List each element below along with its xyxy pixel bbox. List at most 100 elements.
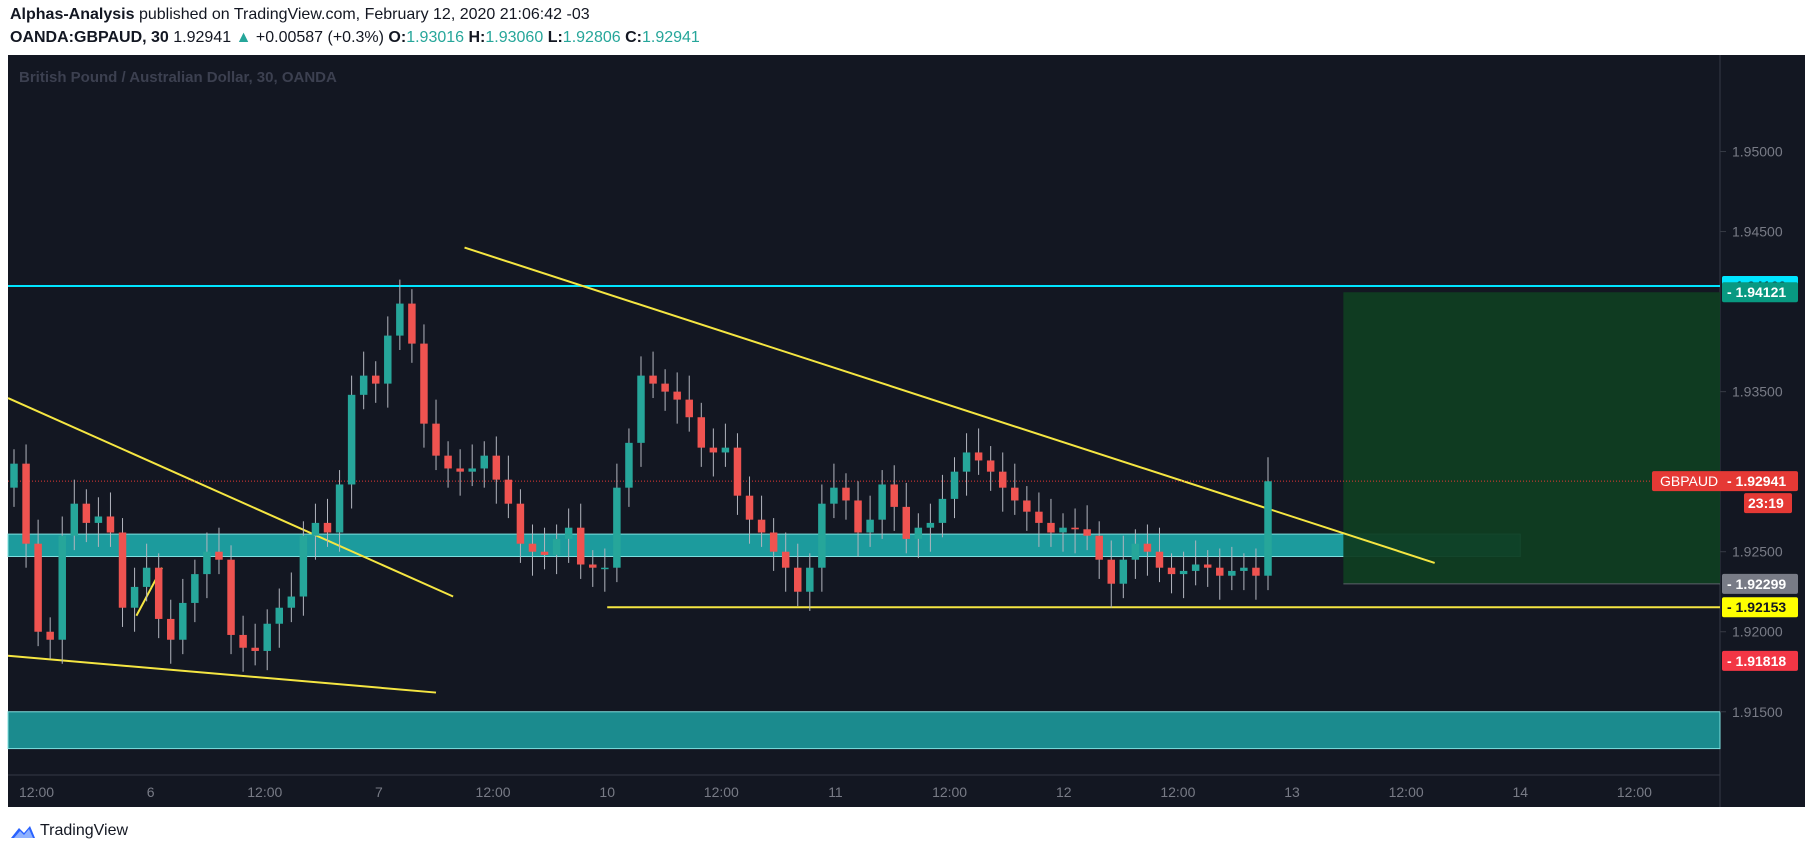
candle-body [420, 343, 428, 424]
candle-body [709, 447, 718, 453]
candle-body [673, 391, 681, 400]
candle-body [649, 375, 657, 384]
time-tick-label: 12:00 [1389, 784, 1424, 800]
candle-body [902, 506, 911, 539]
symbol-info: OANDA:GBPAUD, 30 1.92941 ▲ +0.00587 (+0.… [10, 29, 700, 47]
time-tick-label: 14 [1512, 784, 1528, 800]
candle-body [1119, 559, 1128, 584]
candle-body [1107, 559, 1115, 584]
candle-body [275, 607, 284, 624]
candle-body [1191, 564, 1200, 571]
time-ticks: 12:00 6 12:00 7 12:00 10 12:00 11 12:00 12 12:00 13… [19, 784, 1652, 800]
candle-body [806, 567, 814, 592]
candle-body [769, 532, 778, 552]
candle-body [866, 519, 874, 533]
price-tick-label: 1.93500 [1732, 384, 1783, 400]
candle-body [1143, 543, 1152, 552]
candle-body [359, 375, 368, 395]
candle-body [950, 471, 959, 499]
open-value: 1.93016 [406, 29, 465, 46]
candle-body [227, 559, 235, 635]
candle-body [106, 516, 115, 533]
candle-body [34, 543, 42, 632]
tradingview-logo-icon [11, 826, 35, 838]
close-label: C: [625, 29, 642, 46]
descending-trendline [464, 246, 1435, 564]
author-name[interactable]: Alphas-Analysis [10, 6, 135, 23]
price-change: +0.00587 (+0.3%) [255, 29, 384, 46]
last-price-value: - 1.92941 [1727, 473, 1786, 489]
price-tick-label: 1.91500 [1732, 704, 1783, 720]
candle-body [1023, 500, 1031, 512]
time-tick-label: 11 [828, 784, 843, 800]
price-label-text: - 1.92153 [1727, 599, 1786, 615]
time-tick-label: 7 [375, 784, 383, 800]
candle-body [384, 335, 392, 384]
time-tick-label: 12:00 [19, 784, 54, 800]
candle-body [311, 522, 320, 536]
lines-layer [7, 246, 1720, 694]
candle-body [516, 503, 525, 544]
zone-lower [7, 711, 1721, 750]
candle-body [757, 519, 766, 533]
price-tick-label: 1.95000 [1732, 144, 1783, 160]
candle-body [480, 455, 488, 469]
candle-body [22, 463, 30, 544]
candle-body [94, 516, 103, 523]
price-tick-label: 1.94500 [1732, 224, 1783, 240]
candle-body [745, 495, 754, 520]
high-label: H: [468, 29, 486, 46]
publish-date: published on TradingView.com, February 1… [138, 6, 590, 23]
open-label: O: [388, 29, 407, 46]
candle-body [625, 442, 633, 488]
candle-body [842, 487, 850, 501]
candle-body [878, 484, 886, 520]
candle-body [191, 574, 199, 603]
candle-body [721, 447, 730, 453]
publish-info: Alphas-Analysis published on TradingView… [10, 6, 590, 24]
price-chart[interactable]: British Pound / Australian Dollar, 30, O… [0, 0, 1805, 810]
price-label-entry [1722, 573, 1798, 594]
candle-body [58, 535, 66, 640]
candle-body [323, 522, 332, 533]
candle-body [830, 487, 838, 504]
price-labels: - 1.94160- 1.94121- 1.92299- 1.92153- 1.… [1652, 275, 1798, 671]
candle-body [1047, 522, 1055, 533]
price-tick-label: 1.92000 [1732, 624, 1783, 640]
candle-body [444, 455, 452, 469]
candle-body [540, 551, 549, 555]
candle-body [408, 303, 416, 344]
candle-body [854, 500, 862, 533]
candle-body [1228, 570, 1236, 576]
candle-body [263, 623, 271, 651]
price-label-text: - 1.91818 [1727, 653, 1786, 669]
time-tick-label: 12:00 [1160, 784, 1195, 800]
candle-body [456, 468, 464, 472]
price-label-target [1722, 282, 1798, 303]
candle-body [492, 455, 501, 480]
price-axis[interactable] [1720, 55, 1805, 807]
candle-body [974, 452, 983, 461]
time-tick-label: 6 [147, 784, 155, 800]
candle-body [287, 596, 296, 608]
low-label: L: [547, 29, 563, 46]
candles-layer [10, 279, 1272, 672]
candle-body [794, 567, 802, 592]
last-price-symbol: GBPAUD [1660, 473, 1718, 489]
candle-body [1131, 543, 1140, 560]
zone-upper [7, 533, 1521, 558]
low-value: 1.92806 [562, 29, 621, 46]
candle-body [335, 484, 344, 533]
tradingview-brand[interactable]: TradingView [40, 822, 129, 839]
candle-body [504, 479, 513, 504]
price-label-stop [1722, 650, 1798, 671]
close-value: 1.92941 [641, 29, 700, 46]
time-tick-label: 10 [599, 784, 615, 800]
high-value: 1.93060 [485, 29, 544, 46]
candle-body [432, 423, 440, 456]
candle-body [1083, 529, 1091, 536]
position-reward [1343, 292, 1720, 584]
candle-body [1071, 527, 1079, 530]
candle-body [179, 602, 187, 640]
